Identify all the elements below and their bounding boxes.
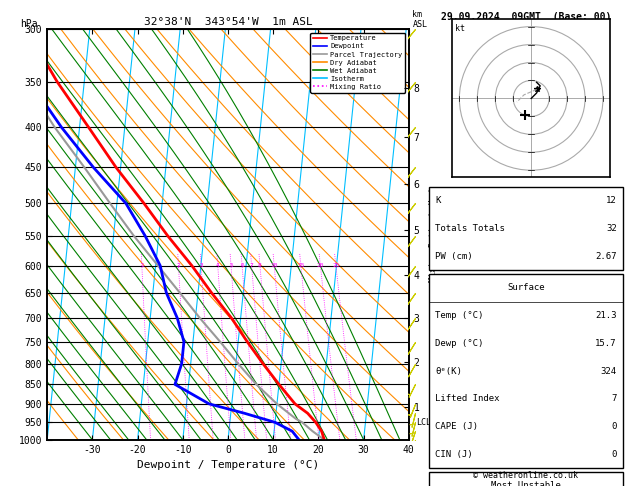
Text: hPa: hPa bbox=[20, 19, 38, 29]
Text: 7: 7 bbox=[611, 394, 616, 403]
Text: 1: 1 bbox=[140, 263, 143, 268]
FancyBboxPatch shape bbox=[429, 472, 623, 486]
Text: 15.7: 15.7 bbox=[595, 339, 616, 348]
Text: 32: 32 bbox=[606, 224, 616, 233]
Text: CAPE (J): CAPE (J) bbox=[435, 422, 478, 431]
Text: 4: 4 bbox=[216, 263, 220, 268]
FancyBboxPatch shape bbox=[429, 187, 623, 270]
Text: Totals Totals: Totals Totals bbox=[435, 224, 505, 233]
Text: θᵉ(K): θᵉ(K) bbox=[435, 366, 462, 376]
Text: 21.3: 21.3 bbox=[595, 311, 616, 320]
Text: 15: 15 bbox=[297, 263, 304, 268]
X-axis label: Dewpoint / Temperature (°C): Dewpoint / Temperature (°C) bbox=[137, 460, 319, 470]
Text: 2.67: 2.67 bbox=[595, 252, 616, 261]
Text: 25: 25 bbox=[332, 263, 340, 268]
Text: K: K bbox=[435, 196, 440, 206]
Text: 29.09.2024  09GMT  (Base: 00): 29.09.2024 09GMT (Base: 00) bbox=[441, 12, 611, 22]
Text: 20: 20 bbox=[316, 263, 324, 268]
Text: Most Unstable: Most Unstable bbox=[491, 481, 561, 486]
Title: 32°38'N  343°54'W  1m ASL: 32°38'N 343°54'W 1m ASL bbox=[143, 17, 313, 27]
Text: km
ASL: km ASL bbox=[413, 10, 428, 29]
Text: Lifted Index: Lifted Index bbox=[435, 394, 499, 403]
FancyBboxPatch shape bbox=[429, 274, 623, 468]
Text: 10: 10 bbox=[270, 263, 278, 268]
Legend: Temperature, Dewpoint, Parcel Trajectory, Dry Adiabat, Wet Adiabat, Isotherm, Mi: Temperature, Dewpoint, Parcel Trajectory… bbox=[310, 33, 405, 93]
Text: 0: 0 bbox=[611, 422, 616, 431]
Text: kt: kt bbox=[455, 24, 465, 33]
Text: 6: 6 bbox=[240, 263, 244, 268]
Text: Dewp (°C): Dewp (°C) bbox=[435, 339, 484, 348]
Text: 324: 324 bbox=[601, 366, 616, 376]
Text: PW (cm): PW (cm) bbox=[435, 252, 472, 261]
Text: 2: 2 bbox=[177, 263, 181, 268]
Text: LCL: LCL bbox=[416, 418, 431, 427]
Text: CIN (J): CIN (J) bbox=[435, 450, 472, 459]
Text: Temp (°C): Temp (°C) bbox=[435, 311, 484, 320]
Text: 8: 8 bbox=[258, 263, 262, 268]
Text: 12: 12 bbox=[606, 196, 616, 206]
Text: Mixing Ratio (g/kg): Mixing Ratio (g/kg) bbox=[429, 187, 438, 282]
Text: 7: 7 bbox=[250, 263, 253, 268]
Text: Surface: Surface bbox=[507, 283, 545, 293]
Text: 0: 0 bbox=[611, 450, 616, 459]
Text: 3: 3 bbox=[199, 263, 203, 268]
Text: © weatheronline.co.uk: © weatheronline.co.uk bbox=[474, 471, 578, 480]
Text: 5: 5 bbox=[229, 263, 233, 268]
